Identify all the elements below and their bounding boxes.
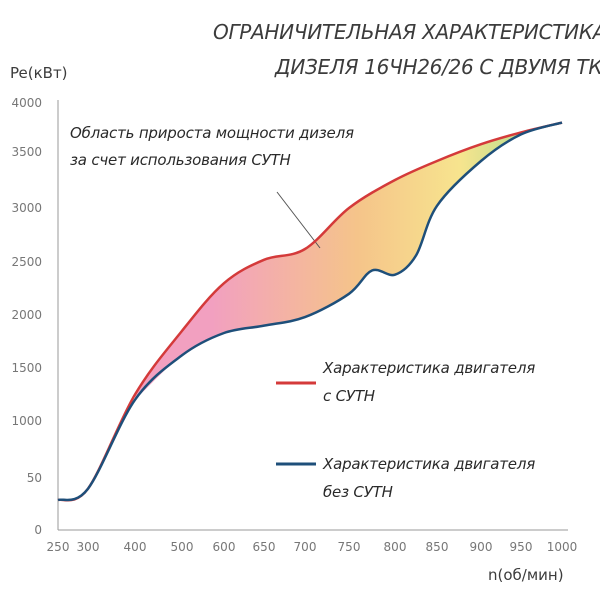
x-tick-labels: 250 300 400 500 600 650 700 750 800 850 900 950 1000	[47, 540, 578, 554]
x-tick-label: 800	[384, 540, 407, 554]
x-tick-label: 600	[213, 540, 236, 554]
x-tick-label: 400	[124, 540, 147, 554]
y-tick-label: 2000	[11, 308, 42, 322]
x-tick-label: 650	[253, 540, 276, 554]
legend-label-without-sutn-line-2: без СУТН	[323, 483, 393, 501]
series-line-without-sutn	[57, 121, 563, 502]
x-tick-label: 950	[510, 540, 533, 554]
series-line-with-sutn	[57, 121, 563, 502]
x-tick-label: 300	[77, 540, 100, 554]
x-tick-label: 750	[338, 540, 361, 554]
x-axis-label: n(об/мин)	[488, 566, 564, 584]
x-tick-label: 1000	[547, 540, 578, 554]
y-tick-label: 50	[27, 471, 42, 485]
legend-label-with-sutn-line-2: с СУТН	[323, 387, 375, 405]
y-tick-label: 2500	[11, 255, 42, 269]
y-tick-label: 1000	[11, 414, 42, 428]
annotation-line-2: за счет использования СУТН	[70, 151, 291, 169]
annotation-pointer-line	[276, 191, 321, 249]
x-tick-label: 500	[171, 540, 194, 554]
y-tick-label: 4000	[11, 96, 42, 110]
y-tick-labels: 0 50 1000 1500 2000 2500 3000 3500 4000	[11, 96, 42, 537]
y-tick-label: 3000	[11, 201, 42, 215]
chart-title-line-2: ДИЗЕЛЯ 16ЧН26/26 С ДВУМЯ ТК	[275, 55, 600, 79]
legend-label-with-sutn-line-1: Характеристика двигателя	[323, 359, 536, 377]
legend-label-with-sutn: Характеристика двигателя с СУТН	[323, 354, 535, 410]
x-tick-label: 700	[294, 540, 317, 554]
legend-label-without-sutn-line-1: Характеристика двигателя	[323, 455, 536, 473]
legend-label-without-sutn: Характеристика двигателя без СУТН	[323, 450, 535, 506]
chart-title-line-1: ОГРАНИЧИТЕЛЬНАЯ ХАРАКТЕРИСТИКА	[213, 20, 600, 44]
power-gain-area	[135, 122, 562, 400]
y-tick-label: 0	[34, 523, 42, 537]
y-tick-label: 3500	[11, 145, 42, 159]
annotation-line-1: Область прироста мощности дизеля	[70, 124, 354, 142]
x-tick-label: 250	[47, 540, 70, 554]
y-tick-label: 1500	[11, 361, 42, 375]
y-axis-label: Pe(кВт)	[10, 64, 68, 82]
x-tick-label: 850	[426, 540, 449, 554]
x-tick-label: 900	[470, 540, 493, 554]
